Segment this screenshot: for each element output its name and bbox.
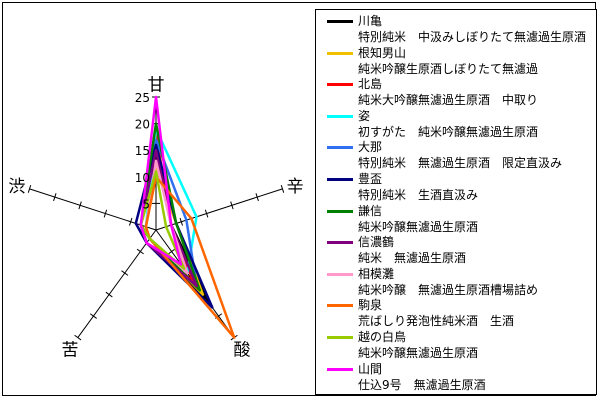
legend-series-description: 純米吟醸無濾過生原酒 bbox=[358, 219, 479, 234]
legend-series-name: 駒泉 bbox=[358, 298, 383, 313]
axis-tick-1-4 bbox=[280, 184, 285, 193]
axis-tick-2-0 bbox=[168, 248, 176, 255]
series-line-9 bbox=[144, 175, 236, 339]
tick-label-0: 5 bbox=[142, 197, 150, 211]
legend-item: 大那 特別純米 無濾過生原酒 限定直汲み bbox=[316, 139, 596, 171]
legend-series-description: 初すがた 純米吟醸無濾過生原酒 bbox=[358, 124, 539, 139]
legend-item: 相模灘 純米吟醸 無濾過生原酒槽場詰め bbox=[316, 266, 596, 298]
series-layer bbox=[134, 95, 236, 339]
axis-tick-4-4 bbox=[27, 184, 32, 193]
legend-item: 謙信 純米吟醸無濾過生原酒 bbox=[316, 203, 596, 235]
legend-item: 川亀特別純米 中汲みしぼりたて無濾過生原酒 bbox=[316, 13, 596, 45]
axis-tick-4-0 bbox=[128, 217, 133, 226]
tick-label-4: 25 bbox=[135, 91, 150, 105]
axis-label-1: 辛 bbox=[287, 177, 304, 197]
legend-swatch bbox=[327, 241, 353, 245]
legend-series-name: 大那 bbox=[358, 140, 383, 155]
legend-series-name: 川亀 bbox=[358, 14, 383, 28]
axis-tick-4-1 bbox=[103, 209, 108, 218]
legend-series-name: 北島 bbox=[358, 77, 383, 92]
axis-tick-1-1 bbox=[204, 209, 209, 218]
axis-line-3 bbox=[77, 229, 157, 338]
legend-series-description: 特別純米 中汲みしぼりたて無濾過生原酒 bbox=[358, 30, 587, 44]
legend-series-description: 純米吟醸生原酒しぼりたて無濾過 bbox=[358, 61, 539, 76]
legend-series-name: 謙信 bbox=[358, 203, 383, 218]
legend-item: 根知男山 純米吟醸生原酒しぼりたて無濾過 bbox=[316, 45, 596, 77]
tick-label-1: 10 bbox=[135, 171, 150, 185]
axis-label-0: 甘 bbox=[148, 76, 165, 96]
axis-tick-1-0 bbox=[179, 217, 184, 226]
legend-item: 信濃鶴 純米 無濾過生原酒 bbox=[316, 234, 596, 266]
legend-series-description: 純米 無濾過生原酒 bbox=[358, 251, 467, 266]
legend-series-description: 仕込9号 無濾過生原酒 bbox=[358, 377, 486, 392]
axis-tick-3-3 bbox=[89, 313, 97, 319]
legend-series-description: 純米大吟醸無濾過生原酒 中取り bbox=[358, 93, 539, 108]
legend-swatch bbox=[327, 336, 353, 339]
legend-item: 姿初すがた 純米吟醸無濾過生原酒 bbox=[316, 108, 596, 140]
legend-swatch bbox=[327, 114, 353, 118]
tick-label-2: 15 bbox=[135, 144, 150, 158]
legend-series-name: 山間 bbox=[358, 361, 383, 376]
legend-swatch bbox=[327, 367, 353, 371]
legend-swatch bbox=[327, 20, 353, 23]
axis-tick-1-3 bbox=[255, 193, 259, 202]
radar-chart: 甘辛酸 苦 渋 5 10 15 20 25 bbox=[8, 76, 303, 361]
legend-series-description: 荒ばしり発泡性純米酒 生酒 bbox=[358, 314, 515, 329]
legend-series-name: 信濃鶴 bbox=[358, 235, 395, 250]
legend-swatch bbox=[327, 51, 353, 55]
axis-tick-3-4 bbox=[74, 334, 82, 341]
legend-series-name: 根知男山 bbox=[358, 45, 407, 60]
legend-series-description: 特別純米 無濾過生原酒 限定直汲み bbox=[358, 156, 563, 171]
legend-swatch bbox=[327, 209, 353, 213]
axis-tick-4-3 bbox=[53, 193, 57, 202]
legend-swatch bbox=[327, 272, 353, 276]
series-line-10 bbox=[139, 170, 186, 270]
axis-line-1 bbox=[155, 188, 283, 231]
legend-item: 越の白鳥純米吟醸無濾過生原酒 bbox=[316, 329, 596, 361]
axis-tick-3-0 bbox=[136, 248, 144, 255]
legend-item: 北島 純米大吟醸無濾過生原酒 中取り bbox=[316, 76, 596, 108]
axis-label-3: 苦 bbox=[62, 340, 79, 360]
legend-series-name: 豊盃 bbox=[358, 172, 383, 186]
axis-tick-3-1 bbox=[121, 270, 129, 276]
legend-swatch bbox=[327, 83, 353, 87]
legend-item: 豊盃特別純米 生酒直汲み bbox=[316, 171, 596, 203]
legend-item: 山間 仕込9号 無濾過生原酒 bbox=[316, 361, 596, 393]
axis-label-2: 酸 bbox=[233, 340, 250, 360]
legend-swatch bbox=[327, 146, 353, 150]
legend-series-description: 特別純米 生酒直汲み bbox=[358, 188, 479, 202]
legend-series-name: 姿 bbox=[358, 108, 371, 123]
axis-tick-1-2 bbox=[230, 201, 234, 210]
legend-series-description: 純米吟醸 無濾過生原酒槽場詰め bbox=[358, 282, 539, 297]
label-layer: 甘辛酸 苦 渋 5 10 15 20 25 bbox=[8, 76, 303, 361]
legend-swatch bbox=[327, 304, 353, 308]
series-line-11 bbox=[139, 95, 183, 266]
chart-frame: 甘辛酸 苦 渋 5 10 15 20 25 川亀特別純米 中汲みしぼりたて無濾過生原酒 根知男山… bbox=[2, 2, 597, 396]
axis-tick-3-2 bbox=[105, 291, 113, 298]
legend-series-name: 越の白鳥 bbox=[358, 330, 407, 344]
legend: 川亀特別純米 中汲みしぼりたて無濾過生原酒 根知男山 純米吟醸生原酒しぼりたて無濾過… bbox=[315, 9, 597, 395]
legend-series-name: 相模灘 bbox=[358, 266, 395, 281]
legend-item: 駒泉 荒ばしり発泡性純米酒 生酒 bbox=[316, 297, 596, 329]
legend-swatch bbox=[327, 178, 353, 181]
legend-series-description: 純米吟醸無濾過生原酒 bbox=[358, 346, 479, 360]
axis-tick-4-2 bbox=[78, 201, 82, 210]
tick-label-3: 20 bbox=[135, 118, 150, 132]
axis-label-4: 渋 bbox=[8, 177, 25, 197]
